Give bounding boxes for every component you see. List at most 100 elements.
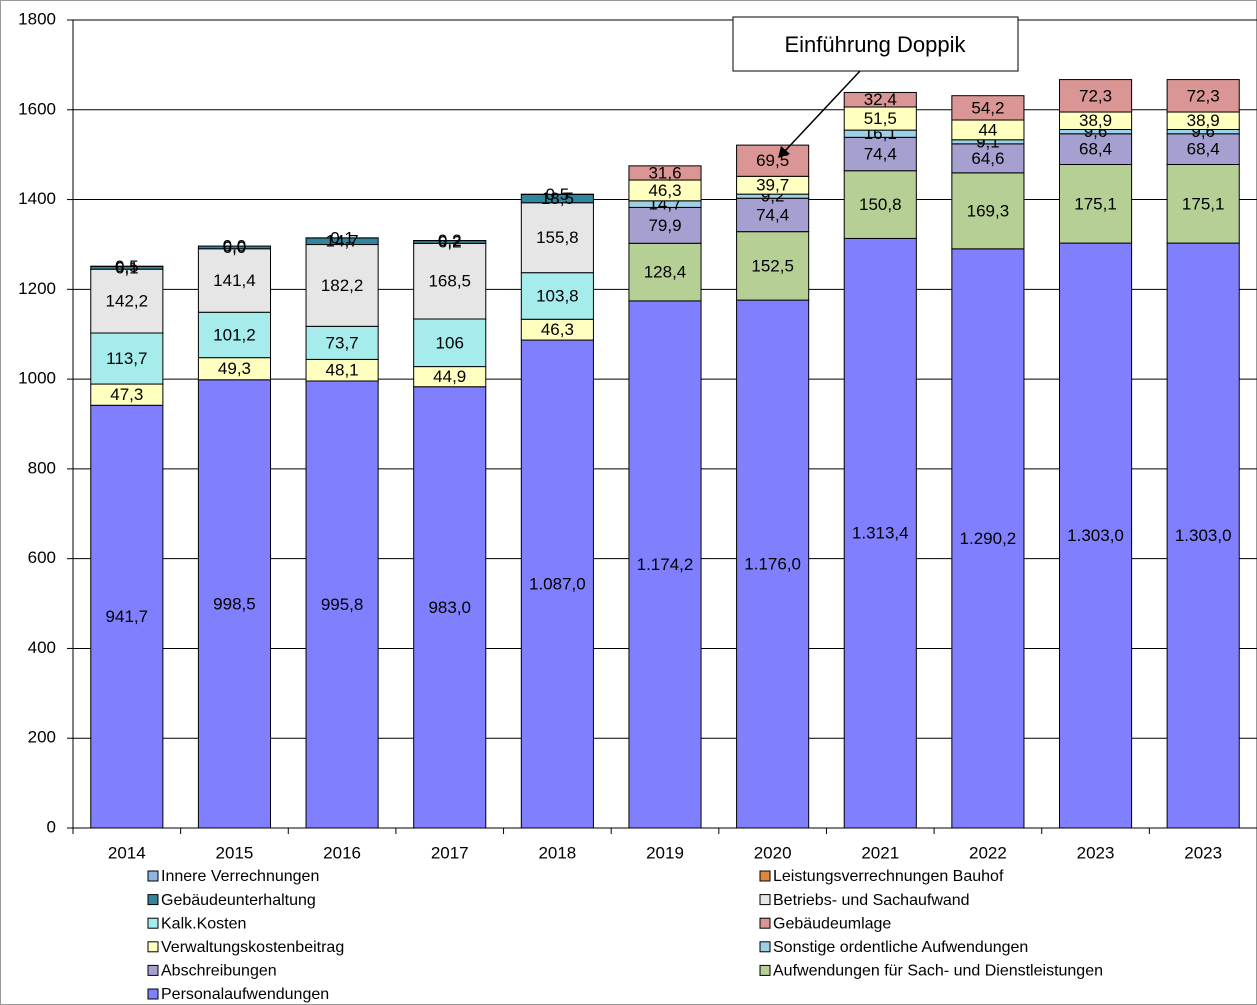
annotation-arrow [783,70,861,153]
data-label: 6,2 [438,232,462,251]
bar-segment [305,244,379,327]
data-label: 72,3 [1187,86,1220,105]
bar-segment [628,300,702,829]
bar-segment [520,339,594,829]
bar-segment [520,202,594,274]
data-label: 0,0 [223,237,247,256]
x-tick-label: 2016 [323,843,361,862]
data-label: 38,9 [1187,111,1220,130]
data-label: 941,7 [106,607,149,626]
legend-label: Verwaltungskostenbeitrag [161,939,344,956]
data-label: 1.290,2 [960,529,1017,548]
data-label: 0,5 [546,185,570,204]
data-label: 46,3 [541,320,574,339]
data-label: 49,3 [218,359,251,378]
x-tick-label: 2018 [538,843,576,862]
x-tick-label: 2022 [969,843,1007,862]
x-tick-label: 2020 [754,843,792,862]
x-tick-label: 2021 [861,843,899,862]
legend-swatch [759,964,771,976]
bar-segment [1058,242,1133,829]
data-label: 995,8 [321,595,364,614]
data-label: 1.303,0 [1067,526,1124,545]
data-label: 0,1 [330,228,354,247]
legend-label: Leistungsverrechnungen Bauhof [773,868,1004,885]
data-label: 39,7 [756,176,789,195]
data-label: 32,4 [864,90,897,109]
legend-swatch [759,894,771,906]
data-label: 106 [436,333,464,352]
data-label: 0,5 [115,257,139,276]
data-label: 79,9 [648,216,681,235]
data-label: 169,3 [967,201,1010,220]
bar-segment [197,245,272,250]
data-label: 47,3 [110,385,143,404]
legend-label: Gebäudeumlage [773,915,891,932]
legend-label: Abschreibungen [161,963,277,980]
data-label: 128,4 [644,263,687,282]
bar-segment [1166,242,1240,829]
legend-swatch [147,894,159,906]
bar-segment [843,91,917,108]
data-label: 141,4 [213,271,256,290]
legend-swatch [759,941,771,953]
y-tick-label: 800 [28,458,56,477]
data-label: 68,4 [1079,140,1112,159]
data-label: 1.087,0 [529,575,586,594]
data-label: 6,0 [223,238,247,257]
bar-segment [951,95,1025,121]
legend-swatch [147,964,159,976]
y-tick-label: 1600 [18,99,56,118]
y-tick-label: 1800 [18,9,56,28]
annotation-box [732,16,1019,72]
data-label: 74,4 [756,205,789,224]
data-label: 14,7 [326,232,359,251]
x-tick-label: 2015 [216,843,254,862]
data-label: 175,1 [1074,194,1117,213]
bar-segment [736,299,810,829]
annotation: Einführung Doppik [784,32,966,57]
legend-swatch [147,917,159,929]
data-label: 48,1 [326,361,359,380]
legend-label: Gebäudeunterhaltung [161,892,316,909]
bar-segment [843,170,917,239]
data-label: 68,4 [1187,140,1220,159]
data-label: 51,5 [864,109,897,128]
legend-label: Betriebs- und Sachaufwand [773,892,970,909]
data-label: 1.176,0 [744,555,801,574]
y-tick-label: 400 [28,638,56,657]
bar-segment [305,380,379,829]
bar-segment [628,206,702,244]
legend-swatch [759,917,771,929]
data-label: 150,8 [859,195,902,214]
data-label: 0,2 [438,231,462,250]
bar-segment [1166,133,1240,165]
bar-segment [413,318,487,368]
x-tick-label: 2023 [1077,843,1115,862]
y-tick-label: 200 [28,728,56,747]
data-label: 31,6 [648,163,681,182]
bar-segment [1058,79,1133,113]
data-label: 74,4 [864,145,897,164]
y-tick-label: 600 [28,548,56,567]
data-label: 1.303,0 [1175,526,1232,545]
legend-label: Aufwendungen für Sach- und Dienstleistun… [773,963,1103,980]
legend-swatch [147,988,159,1000]
data-label: 152,5 [751,256,794,275]
data-label: 101,2 [213,325,256,344]
data-label: 142,2 [106,292,149,311]
bar-segment [736,197,810,233]
data-label: 44 [978,120,997,139]
data-label: 64,6 [971,149,1004,168]
legend-swatch [147,870,159,882]
legend-swatch [147,941,159,953]
x-tick-label: 2014 [108,843,146,862]
data-label: 113,7 [106,349,147,368]
data-label: 72,3 [1079,86,1112,105]
bar-segment [628,165,702,181]
data-label: 46,3 [648,181,681,200]
bar-segment [197,311,272,359]
annotation-arrowhead [778,146,790,158]
data-label: 168,5 [428,272,471,291]
